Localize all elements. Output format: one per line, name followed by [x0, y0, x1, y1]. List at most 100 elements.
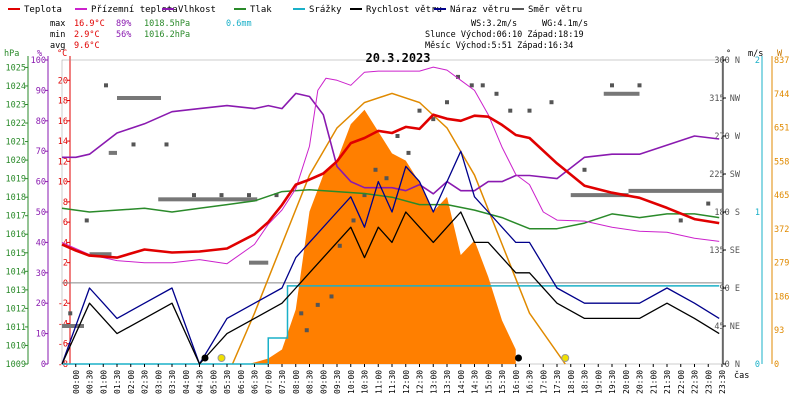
- solar-tick-label: 279: [774, 259, 789, 269]
- stat-min-temp: 2.9°C: [74, 30, 100, 40]
- x-tick-label: 07:30: [278, 370, 287, 394]
- x-tick-label: 16:30: [526, 370, 535, 394]
- legend-item-smer-vetru: Směr větru: [512, 5, 582, 15]
- hpa-axis-tick-label: 1013: [6, 286, 26, 296]
- percent-axis-tick-label: 80: [36, 117, 46, 127]
- axis-unit-wind: m/s: [748, 49, 763, 59]
- wind-direction-point: [219, 193, 224, 198]
- ground-temperature-line: [61, 66, 720, 265]
- x-tick-label: 08:30: [306, 370, 315, 394]
- wind-direction-band: [62, 324, 84, 328]
- hpa-axis-tick-label: 1010: [6, 341, 26, 351]
- wind-direction-point: [304, 328, 309, 333]
- wind-tick-label: 0: [755, 360, 760, 370]
- direction-tick-label: 315 NW: [709, 94, 741, 104]
- x-tick-label: 18:00: [567, 370, 576, 394]
- hpa-axis-tick-label: 1024: [6, 82, 26, 92]
- celsius-axis-tick-label: -6: [58, 340, 68, 350]
- hpa-axis-tick-label: 1022: [6, 119, 26, 129]
- wind-direction-point: [315, 302, 320, 307]
- celsius-axis-tick-label: 12: [58, 157, 68, 167]
- wind-direction-point: [274, 193, 279, 198]
- stat-min-press: 1016.2hPa: [144, 30, 190, 40]
- x-tick-label: 11:30: [388, 370, 397, 394]
- wind-direction-point: [192, 193, 196, 198]
- x-tick-label: 01:30: [113, 370, 122, 394]
- wind-direction-point: [494, 91, 499, 96]
- solar-area: [249, 109, 516, 364]
- wind-direction-band: [570, 193, 629, 198]
- moonrise-icon: [201, 354, 209, 362]
- percent-axis-tick-label: 20: [36, 299, 46, 309]
- legend-label: Směr větru: [528, 5, 582, 15]
- plot-layer: [61, 66, 722, 365]
- celsius-axis-tick-label: 20: [58, 76, 68, 86]
- wind-direction-point: [417, 108, 422, 113]
- x-tick-label: 08:00: [292, 370, 301, 394]
- x-tick-label: 23:00: [704, 370, 713, 394]
- direction-tick-label: 45 NE: [714, 322, 740, 332]
- wind-direction-point: [104, 83, 108, 88]
- wind-direction-point: [68, 311, 73, 316]
- percent-axis-tick-label: 100: [31, 56, 46, 66]
- legend-label: Srážky: [309, 5, 342, 15]
- wind-direction-point: [406, 150, 411, 155]
- stat-rain: 0.6mm: [226, 19, 252, 29]
- x-tick-label: 11:00: [374, 370, 383, 394]
- solar-tick-label: 186: [774, 292, 789, 302]
- x-tick-label: 21:30: [663, 370, 672, 394]
- legend-item-prizemni-teplota: Přízemní teplota: [75, 5, 178, 15]
- x-tick-label: 05:00: [209, 370, 218, 394]
- axes-layer: 1025102410231022102110201019101810171016…: [6, 56, 789, 370]
- x-tick-label: 20:00: [622, 370, 631, 394]
- x-tick-label: 03:00: [154, 370, 163, 394]
- percent-axis-tick-label: 30: [36, 269, 46, 279]
- wind-direction-point: [445, 100, 449, 105]
- x-tick-label: 13:00: [429, 370, 438, 394]
- solar-tick-label: 93: [774, 326, 784, 336]
- wind-direction-point: [164, 142, 169, 147]
- x-tick-label: 12:30: [416, 370, 425, 394]
- direction-tick-label: 270 W: [714, 132, 740, 142]
- percent-axis-tick-label: 0: [41, 360, 46, 370]
- legend-item-rychlost-vetru: Rychlost větru: [350, 5, 442, 15]
- rain-line: [62, 285, 720, 365]
- x-tick-label: 09:00: [319, 370, 328, 394]
- wind-tick-label: 2: [755, 56, 760, 66]
- x-axis-label: čas: [734, 370, 749, 381]
- x-tick-label: 13:30: [443, 370, 452, 394]
- stat-max-temp: 16.9°C: [74, 19, 105, 29]
- x-tick-label: 09:30: [333, 370, 342, 394]
- hpa-axis-tick-label: 1020: [6, 156, 26, 166]
- celsius-axis-tick-label: 6: [63, 218, 68, 228]
- wind-direction-point: [337, 243, 342, 248]
- x-tick-label: 18:30: [581, 370, 590, 394]
- x-tick-label: 22:30: [691, 370, 700, 394]
- hpa-axis-tick-label: 1017: [6, 212, 26, 222]
- axis-unit-percent: %: [37, 49, 42, 59]
- x-tick-label: 22:00: [677, 370, 686, 394]
- wind-speed-line: [61, 211, 720, 365]
- x-tick-label: 10:30: [361, 370, 370, 394]
- x-tick-label: 16:00: [512, 370, 521, 394]
- wind-direction-point: [247, 193, 251, 198]
- wind-direction-point: [469, 83, 474, 88]
- solar-tick-label: 837: [774, 56, 789, 66]
- x-tick-label: 06:30: [251, 370, 260, 394]
- legend-label: Rychlost větru: [366, 5, 442, 15]
- percent-axis-tick-label: 60: [36, 178, 46, 188]
- percent-axis-tick-label: 40: [36, 238, 46, 248]
- stat-max-label: max: [50, 19, 65, 29]
- x-tick-label: 19:00: [594, 370, 603, 394]
- x-tick-label: 02:00: [127, 370, 136, 394]
- stat-moon: Měsíc Východ:5:51 Západ:16:34: [425, 41, 573, 51]
- hpa-axis-tick-label: 1009: [6, 360, 26, 370]
- theoretical-solar-line: [231, 92, 566, 365]
- wind-direction-point: [508, 108, 513, 113]
- legend-item-teplota: Teplota: [8, 5, 62, 15]
- wind-direction-point: [456, 74, 460, 79]
- x-tick-label: 17:00: [539, 370, 548, 394]
- right-axis-units: ° m/s W: [726, 49, 783, 59]
- solar-tick-label: 558: [774, 157, 789, 167]
